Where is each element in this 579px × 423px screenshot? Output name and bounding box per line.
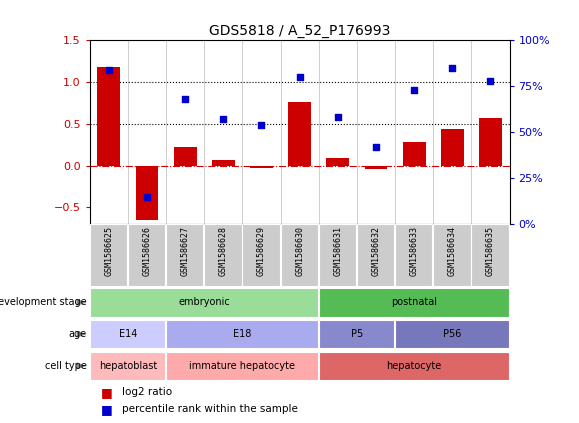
- Text: GSM1586634: GSM1586634: [448, 226, 457, 276]
- Text: cell type: cell type: [45, 361, 87, 371]
- Bar: [243, 224, 280, 286]
- Text: GSM1586630: GSM1586630: [295, 226, 304, 276]
- Bar: [90, 352, 166, 380]
- Bar: [402, 142, 426, 166]
- Bar: [318, 288, 509, 317]
- Bar: [128, 224, 166, 286]
- Point: [486, 77, 495, 84]
- Bar: [479, 118, 502, 166]
- Bar: [441, 129, 464, 166]
- Text: GSM1586629: GSM1586629: [257, 226, 266, 276]
- Text: ■: ■: [101, 403, 113, 416]
- Bar: [97, 67, 120, 166]
- Point: [257, 121, 266, 128]
- Point: [142, 193, 152, 200]
- Text: GSM1586633: GSM1586633: [409, 226, 419, 276]
- Polygon shape: [76, 331, 87, 338]
- Text: P56: P56: [443, 329, 461, 339]
- Text: P5: P5: [351, 329, 363, 339]
- Text: postnatal: postnatal: [391, 297, 437, 308]
- Bar: [433, 224, 471, 286]
- Point: [448, 64, 457, 71]
- Bar: [395, 320, 509, 349]
- Text: E18: E18: [233, 329, 252, 339]
- Bar: [471, 224, 509, 286]
- Text: GSM1586625: GSM1586625: [104, 226, 113, 276]
- Text: hepatoblast: hepatoblast: [99, 361, 157, 371]
- Point: [409, 86, 419, 93]
- Text: age: age: [69, 329, 87, 339]
- Text: E14: E14: [119, 329, 137, 339]
- Bar: [318, 224, 356, 286]
- Text: GSM1586632: GSM1586632: [372, 226, 380, 276]
- Bar: [357, 224, 394, 286]
- Text: percentile rank within the sample: percentile rank within the sample: [122, 404, 298, 414]
- Point: [295, 74, 305, 80]
- Bar: [318, 320, 394, 349]
- Point: [333, 114, 342, 121]
- Text: ■: ■: [101, 386, 113, 398]
- Text: development stage: development stage: [0, 297, 87, 308]
- Bar: [395, 224, 433, 286]
- Bar: [90, 224, 127, 286]
- Text: embryonic: embryonic: [178, 297, 230, 308]
- Bar: [135, 166, 159, 220]
- Text: log2 ratio: log2 ratio: [122, 387, 172, 397]
- Bar: [204, 224, 241, 286]
- Text: immature hepatocyte: immature hepatocyte: [189, 361, 295, 371]
- Text: GSM1586631: GSM1586631: [334, 226, 342, 276]
- Bar: [90, 320, 166, 349]
- Point: [371, 143, 380, 150]
- Bar: [250, 166, 273, 168]
- Point: [181, 96, 190, 102]
- Bar: [288, 102, 311, 166]
- Point: [104, 66, 113, 73]
- Bar: [281, 224, 318, 286]
- Bar: [212, 160, 234, 166]
- Text: hepatocyte: hepatocyte: [387, 361, 442, 371]
- Polygon shape: [76, 363, 87, 369]
- Bar: [318, 352, 509, 380]
- Title: GDS5818 / A_52_P176993: GDS5818 / A_52_P176993: [209, 24, 390, 38]
- Point: [219, 116, 228, 123]
- Bar: [174, 147, 197, 166]
- Bar: [166, 224, 203, 286]
- Bar: [90, 288, 318, 317]
- Text: GSM1586627: GSM1586627: [181, 226, 190, 276]
- Bar: [166, 352, 318, 380]
- Bar: [166, 320, 318, 349]
- Text: GSM1586626: GSM1586626: [142, 226, 152, 276]
- Bar: [365, 166, 387, 169]
- Polygon shape: [76, 299, 87, 306]
- Bar: [327, 158, 349, 166]
- Text: GSM1586628: GSM1586628: [219, 226, 228, 276]
- Text: GSM1586635: GSM1586635: [486, 226, 495, 276]
